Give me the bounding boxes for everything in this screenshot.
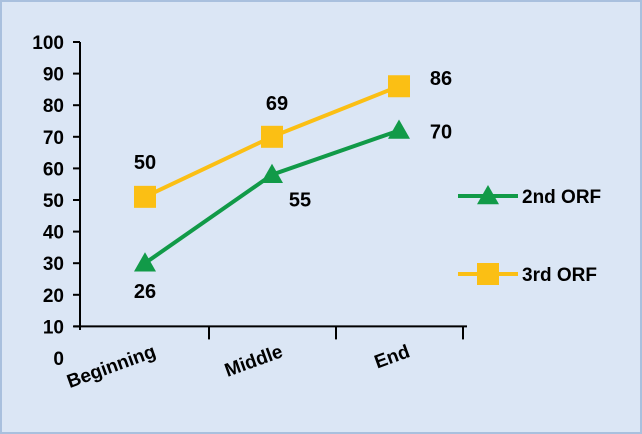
- legend-item: 3rd ORF: [458, 263, 597, 286]
- data-label: 55: [289, 190, 311, 212]
- data-label: 86: [430, 68, 452, 90]
- series-line: [143, 128, 400, 265]
- y-axis-ticks: 0 10 20 30 40 50 60 70 80 90 100: [32, 33, 80, 370]
- legend-marker: [477, 263, 499, 285]
- y-tick-label: 20: [43, 286, 64, 307]
- y-tick-label: 100: [32, 33, 64, 54]
- data-label: 70: [430, 121, 452, 143]
- y-tick-label: 80: [43, 96, 64, 117]
- data-label: 26: [134, 281, 156, 303]
- y-tick-label: 10: [43, 317, 64, 338]
- x-tick-label: End: [372, 341, 413, 373]
- y-tick-label: 50: [43, 191, 64, 212]
- series-2nd-orf: 26 55 70: [134, 119, 452, 303]
- y-tick-label: 0: [53, 349, 64, 370]
- legend-item: 2nd ORF: [458, 185, 601, 208]
- y-tick-label: 30: [43, 254, 64, 275]
- data-label: 69: [266, 93, 288, 115]
- y-tick-label: 70: [43, 128, 64, 149]
- legend-label: 2nd ORF: [522, 187, 601, 208]
- series-layer: 50 69 86 26 55 70: [134, 68, 452, 303]
- legend: 2nd ORF 3rd ORF: [458, 185, 601, 286]
- series-3rd-orf: 50 69 86: [134, 68, 452, 208]
- y-tick-label: 60: [43, 159, 64, 180]
- x-tick-label: Middle: [222, 341, 286, 381]
- data-point: [134, 252, 156, 272]
- data-point: [134, 185, 156, 208]
- data-point: [261, 125, 283, 148]
- y-tick-label: 90: [43, 65, 64, 86]
- data-point: [388, 75, 410, 98]
- x-axis-ticks: Beginning Middle End: [64, 326, 464, 393]
- data-point: [261, 163, 283, 183]
- axes: [74, 42, 467, 330]
- legend-label: 3rd ORF: [522, 265, 597, 286]
- legend-marker: [477, 185, 499, 205]
- x-tick-label: Beginning: [64, 341, 158, 393]
- data-point: [388, 119, 410, 139]
- data-label: 50: [134, 152, 156, 174]
- y-tick-label: 40: [43, 223, 64, 244]
